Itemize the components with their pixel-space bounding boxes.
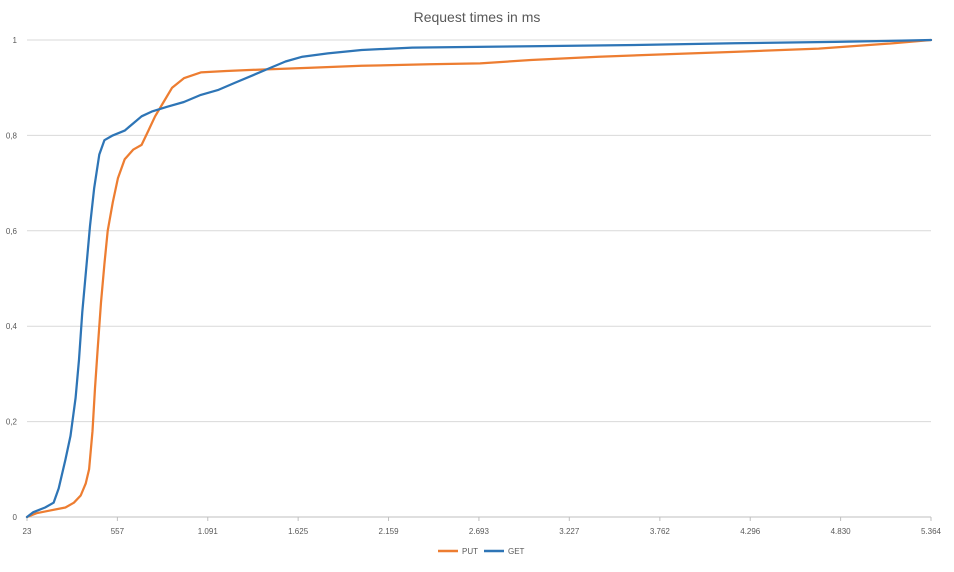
y-tick-label: 0,4 [6, 322, 18, 331]
x-tick-label: 4.296 [740, 527, 761, 536]
x-tick-label: 3.227 [559, 527, 580, 536]
gridlines [27, 39, 931, 518]
x-tick-label: 1.625 [288, 527, 309, 536]
x-tick-label: 2.693 [469, 527, 490, 536]
x-axis-ticks: 23 557 1.091 1.625 2.159 2.693 3.227 3.762 4.296… [23, 517, 942, 536]
legend-label: GET [508, 547, 525, 556]
x-tick-label: 5.364 [921, 527, 942, 536]
x-tick-label: 3.762 [650, 527, 671, 536]
y-tick-label: 0,6 [6, 227, 18, 236]
y-tick-label: 0 [13, 513, 18, 522]
legend-label: PUT [462, 547, 478, 556]
series-line-put [25, 38, 933, 519]
y-tick-label: 1 [13, 36, 18, 45]
legend-item-put: PUT [438, 547, 478, 556]
legend: PUT GET [438, 547, 525, 556]
y-tick-label: 0,2 [6, 418, 18, 427]
series-lines [25, 38, 933, 519]
y-tick-label: 0,8 [6, 131, 18, 140]
x-tick-label: 23 [23, 527, 32, 536]
legend-item-get: GET [484, 547, 525, 556]
x-tick-label: 1.091 [198, 527, 219, 536]
x-tick-label: 4.830 [831, 527, 852, 536]
y-axis-ticks: 0 0,2 0,4 0,6 0,8 1 [6, 36, 18, 522]
x-tick-label: 2.159 [379, 527, 400, 536]
chart-title: Request times in ms [414, 9, 541, 25]
series-line-get [25, 38, 933, 519]
x-tick-label: 557 [111, 527, 125, 536]
